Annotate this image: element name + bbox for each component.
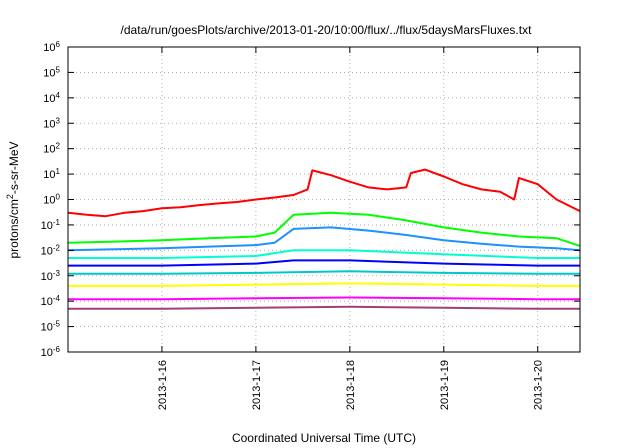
- y-tick-label: 104: [43, 90, 60, 105]
- y-axis-label-unit: protons/cm: [7, 199, 21, 258]
- y-tick-exponent: 0: [56, 192, 61, 201]
- x-axis-ticks: 2013-1-16 2013-1-17 2013-1-18 2013-1-19 2013…: [157, 47, 545, 410]
- y-tick-base: 10: [43, 169, 55, 181]
- y-axis-label-rest: -s-sr-MeV: [7, 141, 21, 194]
- y-tick-base: 10: [43, 42, 55, 54]
- y-tick-label: 105: [43, 65, 60, 80]
- y-tick-exponent: -4: [53, 294, 61, 303]
- y-tick-label: 100: [43, 192, 60, 207]
- chart-title: /data/run/goesPlots/archive/2013-01-20/1…: [121, 23, 533, 37]
- y-tick-exponent: 1: [56, 167, 61, 176]
- y-tick-base: 10: [43, 67, 55, 79]
- x-tick-label: 2013-1-18: [345, 360, 357, 410]
- series-layer: [67, 168, 581, 310]
- y-tick-label: 103: [43, 116, 60, 131]
- y-tick-exponent: -1: [53, 217, 61, 226]
- y-tick-exponent: -5: [53, 319, 61, 328]
- y-tick-exponent: 5: [56, 65, 61, 74]
- x-tick-label: 2013-1-17: [251, 360, 263, 410]
- series-line-3: [67, 226, 581, 252]
- y-tick-label: 102: [43, 141, 60, 156]
- series-line-5: [68, 259, 580, 267]
- y-tick-label: 10-1: [41, 217, 61, 232]
- y-tick-label: 106: [43, 40, 60, 55]
- y-tick-base: 10: [41, 220, 53, 232]
- y-tick-base: 10: [41, 296, 53, 308]
- series-line-4: [68, 249, 580, 259]
- y-tick-exponent: -3: [53, 268, 61, 277]
- y-tick-base: 10: [41, 271, 53, 283]
- y-tick-base: 10: [43, 144, 55, 156]
- y-tick-exponent: 6: [56, 40, 61, 49]
- series-line-8: [68, 296, 580, 301]
- y-axis-label-exponent: 2: [5, 194, 15, 199]
- series-line-2: [67, 211, 581, 247]
- y-tick-base: 10: [41, 322, 53, 334]
- y-tick-exponent: -6: [53, 345, 61, 354]
- y-tick-exponent: 3: [56, 116, 61, 125]
- x-tick-label: 2013-1-19: [439, 360, 451, 410]
- y-tick-exponent: 4: [56, 90, 61, 99]
- y-tick-label: 10-6: [41, 345, 61, 360]
- y-tick-label: 101: [43, 167, 60, 182]
- y-tick-base: 10: [41, 245, 53, 257]
- y-tick-label: 10-2: [41, 243, 61, 257]
- y-tick-base: 10: [41, 347, 53, 359]
- y-tick-label: 10-4: [41, 294, 61, 309]
- y-axis-ticks: 10-610-510-410-310-210-11001011021031041…: [41, 40, 580, 360]
- y-axis-label: protons/cm2-s-sr-MeV: [5, 141, 21, 258]
- series-line-9: [68, 305, 580, 310]
- y-tick-exponent: 2: [56, 141, 61, 150]
- series-line-1: [67, 168, 581, 218]
- y-tick-label: 10-5: [41, 319, 61, 334]
- series-line-7: [68, 282, 580, 287]
- y-tick-exponent: -2: [53, 243, 61, 252]
- y-tick-label: 10-3: [41, 268, 61, 283]
- x-tick-label: 2013-1-16: [157, 360, 169, 410]
- x-tick-label: 2013-1-20: [533, 360, 545, 410]
- y-tick-base: 10: [43, 93, 55, 105]
- y-tick-base: 10: [43, 118, 55, 130]
- y-tick-base: 10: [43, 195, 55, 207]
- x-axis-label: Coordinated Universal Time (UTC): [232, 431, 416, 445]
- series-line-6: [68, 270, 580, 275]
